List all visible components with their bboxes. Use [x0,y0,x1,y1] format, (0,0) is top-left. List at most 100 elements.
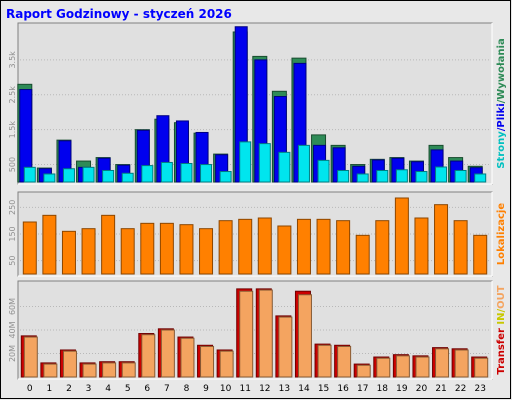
bar-in-out-5 [121,362,136,378]
x-tick-label: 5 [125,384,131,394]
bar-lokalizacje-11 [238,218,253,275]
series-label-part: Transfer [496,328,507,375]
bar-wywo-ania-20 [415,171,428,183]
bar-wywo-ania-14 [297,144,310,183]
x-tick-label: 19 [396,384,408,394]
y-tick-label: 250 [8,200,17,215]
bar-lokalizacje-9 [199,228,214,275]
y-tick-label: 150 [8,226,17,241]
x-tick-label: 12 [259,384,270,394]
x-tick-label: 2 [66,384,72,394]
bar-in-out-18 [376,357,391,378]
bar-lokalizacje-16 [336,220,351,275]
bar-wywo-ania-23 [474,173,487,183]
bar-in-out-15 [317,344,332,378]
bar-wywo-ania-17 [356,173,369,183]
bar-wywo-ania-11 [239,141,252,183]
x-tick-label: 0 [27,384,33,394]
series-label-part: OUT [496,285,507,309]
x-tick-label: 7 [164,384,170,394]
x-tick-label: 8 [184,384,190,394]
series-label-part: / [496,99,507,103]
bar-in-out-6 [141,334,156,378]
bar-wywo-ania-16 [337,169,350,183]
y-tick-label: 2.5k [8,86,17,104]
series-label-part: IN [496,312,507,328]
bar-in-out-16 [337,345,352,378]
bar-lokalizacje-14 [296,218,311,275]
y-tick-label: 3.5k [8,51,17,69]
bar-lokalizacje-21 [434,204,449,275]
series-label-part: Wywołania [496,38,507,99]
bar-wywo-ania-12 [258,143,271,183]
bar-in-out-7 [160,329,175,378]
bar-in-out-21 [435,348,450,378]
x-tick-label: 13 [279,384,290,394]
bar-wywo-ania-9 [200,164,213,183]
bar-lokalizacje-15 [316,218,331,275]
x-tick-label: 10 [220,384,232,394]
bar-in-out-0 [23,336,38,378]
y-tick-label: 1.5k [8,121,17,139]
bar-lokalizacje-22 [453,220,468,275]
panel-3: 20M 40M 60M Transfer IN/OUT [8,280,507,380]
chart-title: Raport Godzinowy - styczeń 2026 [6,7,232,21]
y-tick-label: 40M [8,321,17,338]
bar-lokalizacje-18 [375,220,390,275]
bar-in-out-1 [43,363,58,378]
series-label-1: Strony/Pliki/Wywołania [496,38,507,168]
bar-in-out-13 [278,316,293,378]
y-tick-label: 500 [8,157,17,172]
bar-lokalizacje-5 [120,228,135,275]
panel-2: 50 150 250 Lokalizacje [8,191,507,277]
x-tick-label: 16 [337,384,349,394]
bar-lokalizacje-8 [179,224,194,275]
series-label-part: Strony [496,131,507,169]
bar-in-out-23 [474,357,489,378]
bar-wywo-ania-6 [141,165,154,183]
bar-lokalizacje-0 [22,221,37,275]
x-tick-label: 1 [47,384,53,394]
x-tick-label: 15 [318,384,329,394]
bar-in-out-8 [180,337,195,378]
bar-in-out-3 [82,363,97,378]
bar-in-out-22 [454,349,469,378]
bar-lokalizacje-1 [42,214,57,275]
bar-wywo-ania-19 [395,169,408,183]
series-label-2: Lokalizacje [496,203,507,265]
bar-in-out-4 [102,362,117,378]
bar-lokalizacje-23 [473,234,488,275]
series-label-part: Lokalizacje [496,203,507,265]
x-tick-label: 22 [455,384,466,394]
x-tick-label: 9 [203,384,209,394]
bar-lokalizacje-20 [414,217,429,275]
bar-wywo-ania-7 [160,161,173,183]
bar-in-out-14 [297,294,312,378]
bar-in-out-20 [415,356,430,378]
bar-lokalizacje-2 [61,230,76,275]
x-tick-label: 14 [298,384,310,394]
bar-lokalizacje-7 [159,222,174,275]
bar-lokalizacje-19 [394,197,409,275]
bar-in-out-17 [356,364,371,378]
bar-wywo-ania-21 [435,166,448,183]
bar-lokalizacje-10 [218,220,233,275]
bar-lokalizacje-3 [81,228,96,275]
bar-in-out-9 [200,345,215,378]
bar-wywo-ania-4 [102,169,115,183]
series-label-3: Transfer IN/OUT [496,285,507,374]
bar-in-out-11 [239,290,254,378]
x-tick-label: 20 [416,384,428,394]
series-label-part: / [496,308,507,312]
x-tick-label: 21 [435,384,446,394]
x-tick-label: 3 [86,384,92,394]
bar-wywo-ania-3 [82,166,95,183]
bar-in-out-10 [219,350,234,378]
bar-wywo-ania-2 [62,168,75,183]
x-tick-label: 4 [105,384,111,394]
y-tick-label: 50 [8,256,17,266]
